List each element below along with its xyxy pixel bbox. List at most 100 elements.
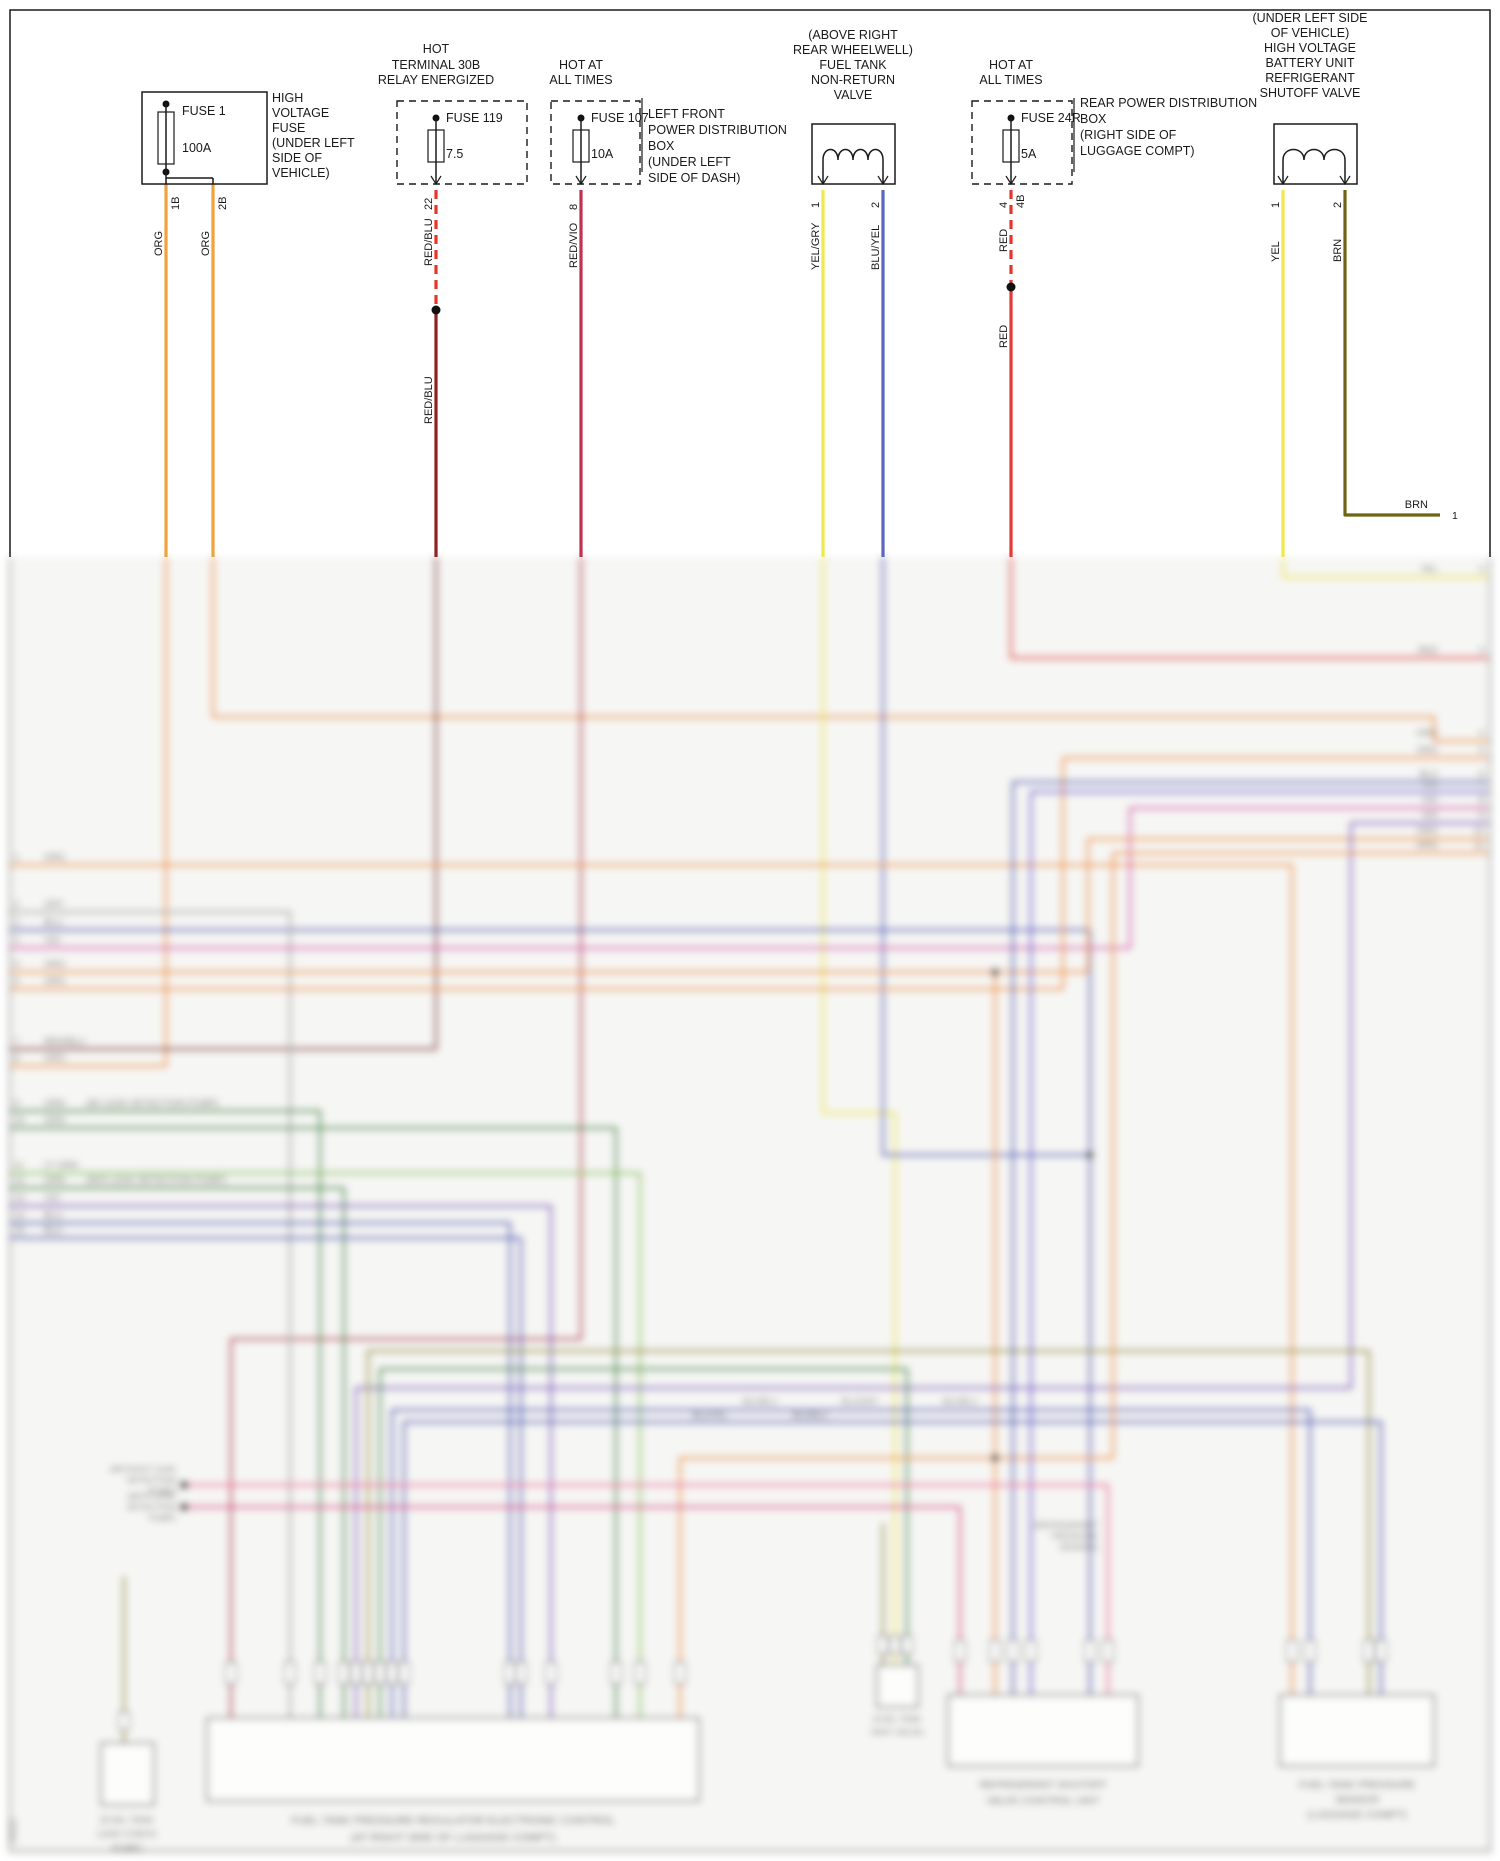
connector-stub	[610, 1661, 622, 1685]
edge-wire-label: LT GRN	[44, 1160, 78, 1171]
shutoff-valve-component: (UNDER LEFT SIDE OF VEHICLE) HIGH VOLTAG…	[1252, 11, 1367, 262]
edge-wire-label: ORG	[1416, 745, 1438, 756]
connector-stub	[386, 1661, 398, 1685]
component-header: FUEL TANK	[819, 58, 887, 72]
pin-label: 2	[870, 202, 882, 208]
connector-stub	[1084, 1639, 1096, 1663]
edge-pin: 5	[1479, 745, 1484, 756]
component-box-right	[1279, 1694, 1435, 1767]
wire-exit-chevrons	[430, 175, 1351, 186]
connector-stub	[545, 1661, 557, 1685]
fuse-element	[1002, 129, 1020, 163]
wire-color-label: ORG	[153, 231, 165, 256]
dist-box-label: BOX	[1080, 112, 1107, 126]
edge-wire-label: RED	[1418, 645, 1438, 656]
dist-box-label: (RIGHT SIDE OF	[1080, 128, 1177, 142]
component-label: HIGH	[272, 91, 303, 105]
fuse-element	[427, 129, 445, 163]
pin-label: 4B	[1015, 195, 1027, 208]
edge-pin: 10	[1473, 826, 1484, 837]
edge-pin: 3	[14, 917, 19, 928]
edge-pin: 11	[1474, 840, 1484, 851]
wire-pnk	[184, 1483, 1110, 1695]
component-header: SHUTOFF VALVE	[1260, 86, 1361, 100]
power-header: TERMINAL 30B	[392, 58, 480, 72]
edge-pin: 2	[14, 899, 19, 910]
wire-color-label: RED/BLU	[423, 218, 435, 266]
dist-box-label: LUGGAGE COMPT)	[1080, 144, 1195, 158]
component-label-right: FUEL TANK PRESSURE	[1298, 1779, 1415, 1791]
power-header: HOT	[423, 42, 450, 56]
lower-paper-bg	[11, 557, 1489, 1851]
edge-wire-label: VIO	[1422, 795, 1438, 806]
component-label-small-mid: (FUEL TANK	[873, 1714, 922, 1724]
wire-redblu-lower	[11, 557, 438, 1051]
edge-pin: 11	[14, 1160, 24, 1171]
wire-gry-left	[11, 910, 292, 1718]
connector-stub	[350, 1661, 362, 1685]
connector-stub	[362, 1661, 374, 1685]
component-header: REAR WHEELWELL)	[793, 43, 913, 57]
wire-grn-3	[11, 1186, 346, 1718]
wire-blu-mid-2	[402, 1420, 1383, 1718]
edge-pin: 4	[14, 935, 19, 946]
power-header: RELAY ENERGIZED	[378, 73, 494, 87]
power-header: ALL TIMES	[549, 73, 612, 87]
sharp-top-region: FUSE 1 100A HIGH VOLTAGE FUSE (UNDER LEF…	[9, 9, 1491, 557]
refrigerant-note-line: SENSOR)	[1059, 1542, 1098, 1552]
wire-red-lower	[1009, 557, 1488, 660]
fuse-element	[572, 129, 590, 163]
mid-wire-label: BLK/BLU	[793, 1410, 828, 1420]
power-header: HOT AT	[559, 58, 603, 72]
fuse-name: FUSE 107	[591, 111, 649, 125]
variant-note-line: DETECTION	[127, 1502, 176, 1512]
edge-pin: 4	[1479, 728, 1484, 739]
junction-dot	[431, 305, 441, 315]
fuse-rating: 7.5	[446, 147, 463, 161]
wire-bluyel-lower	[881, 557, 1090, 1157]
wire-grn-2	[11, 1126, 618, 1718]
connector-stub	[634, 1661, 646, 1685]
mid-wire-label: BLU/GRY	[841, 1396, 878, 1406]
connector-stub	[225, 1661, 237, 1685]
edge-wire-label: BLU	[1420, 769, 1439, 780]
wire-vio-left	[11, 806, 1488, 950]
fuse-dashed-box	[396, 100, 528, 185]
valve-box	[1273, 123, 1358, 185]
fuse-internal-wiring	[165, 104, 214, 184]
dist-box-label: SIDE OF DASH)	[648, 171, 740, 185]
solenoid-coil	[1282, 148, 1346, 184]
connector-stub	[504, 1661, 516, 1685]
edge-wire-label: ORG	[1416, 728, 1438, 739]
wire-color-label: YEL	[1270, 241, 1282, 262]
connector-stub	[1025, 1639, 1037, 1663]
connector-stub	[284, 1661, 296, 1685]
edge-pin: 2	[1479, 564, 1484, 575]
connector-stub	[1007, 1639, 1019, 1663]
connector-stub	[877, 1635, 889, 1655]
variant-note: (W/ LEAK DETECTION PUMP)	[86, 1098, 218, 1109]
connector-stub	[1304, 1639, 1316, 1663]
edge-wire-label: BLU	[44, 1210, 63, 1221]
edge-wire-label: GRN	[44, 1098, 65, 1109]
pin-label: 2	[1332, 202, 1344, 208]
wire-org-left-1	[11, 863, 1294, 1695]
wire-yel-lower	[1281, 557, 1488, 579]
wire-color-label: YEL/GRY	[810, 222, 822, 270]
dist-box-label: POWER DISTRIBUTION	[648, 123, 787, 137]
component-header: HIGH VOLTAGE	[1264, 41, 1356, 55]
variant-note-line: PUMP)	[149, 1486, 177, 1496]
wire-vio-2	[11, 1204, 553, 1718]
pin-label: 22	[423, 198, 435, 210]
edge-pin: 9	[14, 1098, 19, 1109]
junction-dot	[991, 968, 999, 976]
component-label: VEHICLE)	[272, 166, 330, 180]
power-header: ALL TIMES	[979, 73, 1042, 87]
hv-fuse-box	[141, 91, 268, 185]
fuse-rating: 5A	[1021, 147, 1037, 161]
component-label: (UNDER LEFT	[272, 136, 355, 150]
edge-pin: 8	[1479, 795, 1484, 806]
pin-label: 2B	[217, 197, 229, 210]
fuse107-component: HOT AT ALL TIMES FUSE 107 10A LEFT FRONT…	[549, 58, 787, 268]
wire-ltgrn	[11, 1171, 642, 1718]
